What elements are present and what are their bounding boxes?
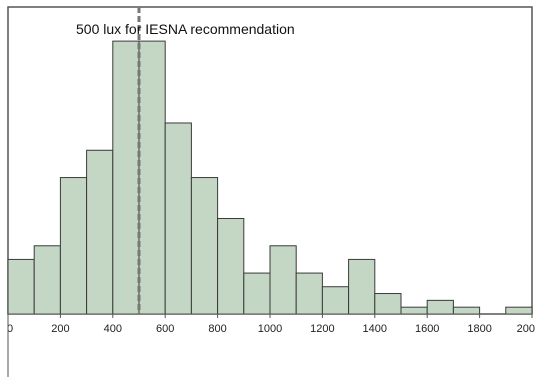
histogram-bar-12 <box>321 286 350 315</box>
x-tick-label-7: 1400 <box>363 323 387 335</box>
bars-group <box>7 40 533 315</box>
annotation-label: 500 lux for IESNA recommendation <box>76 21 295 37</box>
x-tick-label-6: 1200 <box>310 323 334 335</box>
histogram-bar-0 <box>7 258 35 315</box>
histogram-bar-5 <box>138 40 166 315</box>
x-tick-label-1: 200 <box>51 323 69 335</box>
histogram-bar-11 <box>295 272 323 315</box>
x-tick-label-10: 200 <box>517 323 535 335</box>
histogram-bar-16 <box>426 299 454 315</box>
x-axis-ticks: 0 200 400 600 800 1000 1200 1400 1600 1800 200 <box>7 313 535 335</box>
histogram-bar-9 <box>243 272 271 315</box>
histogram-bar-3 <box>86 149 114 315</box>
x-tick-label-2: 400 <box>104 323 122 335</box>
histogram-bar-8 <box>217 217 245 315</box>
x-tick-label-9: 1800 <box>467 323 491 335</box>
histogram-bar-1 <box>33 245 61 315</box>
histogram-bar-18 <box>505 306 533 315</box>
x-tick-label-0: 0 <box>7 323 13 335</box>
histogram-bar-10 <box>269 245 297 315</box>
histogram-bar-2 <box>59 177 88 315</box>
histogram-bar-13 <box>348 258 376 315</box>
x-tick-label-3: 600 <box>156 323 174 335</box>
histogram-bar-4 <box>112 40 140 315</box>
histogram-bar-7 <box>190 177 219 315</box>
x-tick-label-5: 1000 <box>258 323 282 335</box>
histogram-bar-14 <box>374 293 402 315</box>
x-tick-label-8: 1600 <box>415 323 439 335</box>
histogram-bar-17 <box>452 306 481 315</box>
histogram-bar-6 <box>164 122 192 315</box>
x-tick-label-4: 800 <box>208 323 226 335</box>
histogram-bar-15 <box>400 306 428 315</box>
